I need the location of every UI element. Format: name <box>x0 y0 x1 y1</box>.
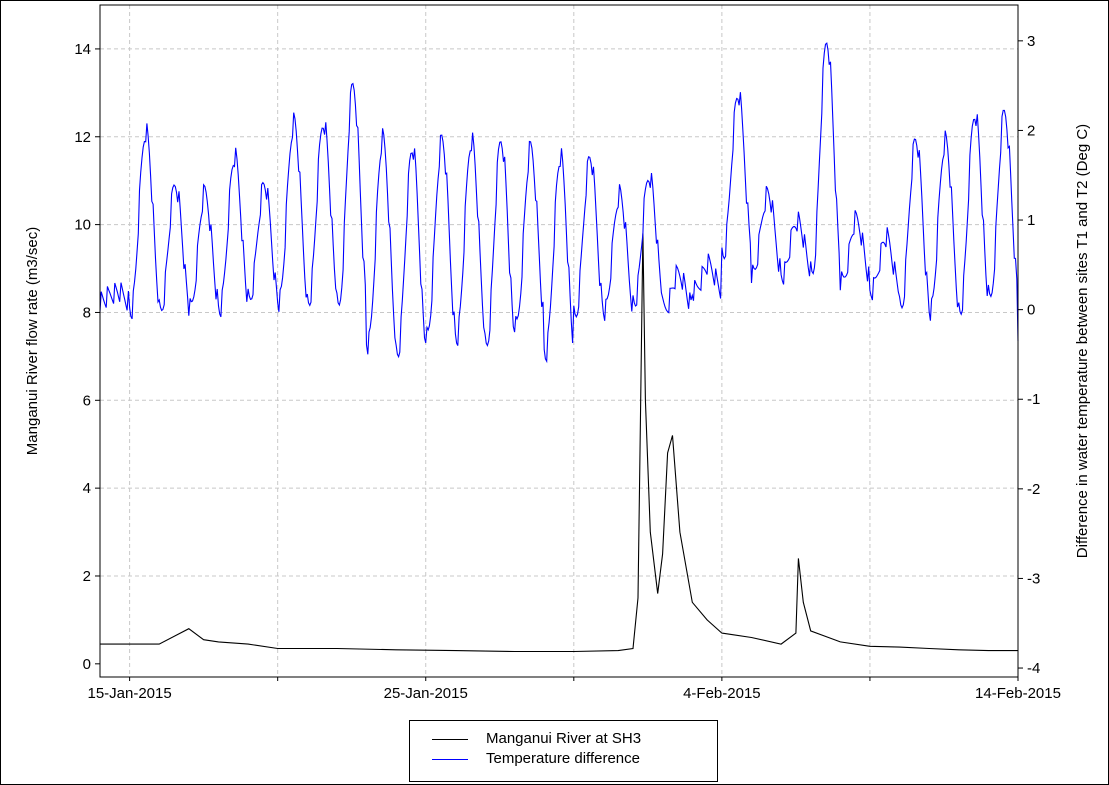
legend-label-flow: Manganui River at SH3 <box>486 730 642 747</box>
series-temperature <box>99 42 1019 364</box>
x-tick-label: 25-Jan-2015 <box>384 685 468 702</box>
series-line <box>99 42 1019 364</box>
x-tick-label: 15-Jan-2015 <box>87 685 171 702</box>
x-tick-label: 14-Feb-2015 <box>975 685 1061 702</box>
series-line <box>100 233 1018 653</box>
y-tick-label: 10 <box>74 217 91 234</box>
y-tick-label: 12 <box>74 129 91 146</box>
y2-tick-label: -3 <box>1027 570 1040 587</box>
legend-item-flow: Manganui River at SH3 <box>410 729 717 749</box>
y2-axis-title: Difference in water temperature between … <box>1074 124 1091 558</box>
y2-tick-label: 3 <box>1027 33 1035 50</box>
grid <box>100 5 1019 677</box>
y-axis-title: Manganui River flow rate (m3/sec) <box>24 227 41 455</box>
y2-tick-label: 2 <box>1027 122 1035 139</box>
series-layer <box>99 42 1019 653</box>
legend-label-temp: Temperature difference <box>486 750 640 767</box>
series-flow <box>100 233 1018 653</box>
legend-swatch-flow <box>432 739 468 740</box>
plot-area <box>99 4 1019 678</box>
y-tick-label: 4 <box>83 480 91 497</box>
legend-item-temp: Temperature difference <box>410 749 717 769</box>
y-tick-label: 0 <box>83 656 91 673</box>
y2-tick-label: -1 <box>1027 391 1040 408</box>
y2-tick-label: -4 <box>1027 660 1040 677</box>
x-tick-label: 4-Feb-2015 <box>683 685 761 702</box>
y-tick-label: 6 <box>83 392 91 409</box>
y2-tick-label: 1 <box>1027 212 1035 229</box>
legend-swatch-temp <box>432 759 468 760</box>
y-tick-label: 8 <box>83 304 91 321</box>
y-tick-label: 2 <box>83 568 91 585</box>
legend: Manganui River at SH3 Temperature differ… <box>409 720 718 782</box>
y2-tick-label: 0 <box>1027 302 1035 319</box>
y-tick-label: 14 <box>74 41 91 58</box>
y2-tick-label: -2 <box>1027 481 1040 498</box>
